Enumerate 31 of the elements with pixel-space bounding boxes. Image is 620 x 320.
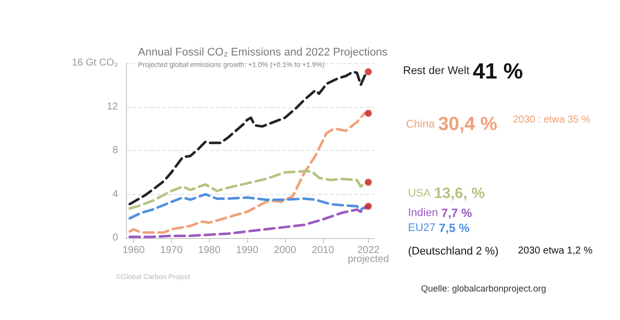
- source-note: Quelle: globalcarbonproject.org: [421, 284, 546, 294]
- text: 7,7 %: [441, 206, 472, 220]
- y-tick-label: 16 Gt CO₂: [72, 58, 118, 68]
- chart-title: Annual Fossil CO₂ Emissions and 2022 Projections: [138, 46, 388, 58]
- text: 2030 : etwa 35 %: [513, 114, 590, 126]
- x-tick-label: 1960: [122, 245, 146, 256]
- y-tick-label: 4: [112, 188, 118, 200]
- text: 2030 etwa 1,2 %: [518, 246, 593, 256]
- y-tick-label: 12: [106, 101, 118, 112]
- text: Rest der Welt: [403, 65, 470, 77]
- x-tick-label: 1970: [160, 245, 183, 256]
- text: USA: [408, 188, 432, 200]
- text: EU27: [408, 222, 436, 234]
- point: [364, 68, 372, 76]
- x-tick-label: 1980: [198, 245, 221, 256]
- text: China: [406, 118, 436, 130]
- y-tick-label: 8: [112, 145, 118, 156]
- point: [364, 178, 372, 186]
- x-tick-label: 1990: [236, 245, 259, 256]
- x-tick-label: 2000: [274, 245, 297, 256]
- point: [364, 110, 372, 117]
- point: [364, 202, 372, 210]
- y-tick-label: 0: [112, 232, 118, 244]
- text: (Deutschland 2 %): [408, 246, 498, 258]
- text: 7,5 %: [438, 221, 470, 235]
- text: 41 %: [472, 58, 523, 84]
- x-tick-label: 2010: [312, 245, 334, 256]
- text: 13,6, %: [434, 185, 485, 202]
- text: Indien: [408, 207, 438, 219]
- x-tick-label: 2022 projected: [348, 245, 389, 265]
- text: 30,4 %: [438, 114, 498, 135]
